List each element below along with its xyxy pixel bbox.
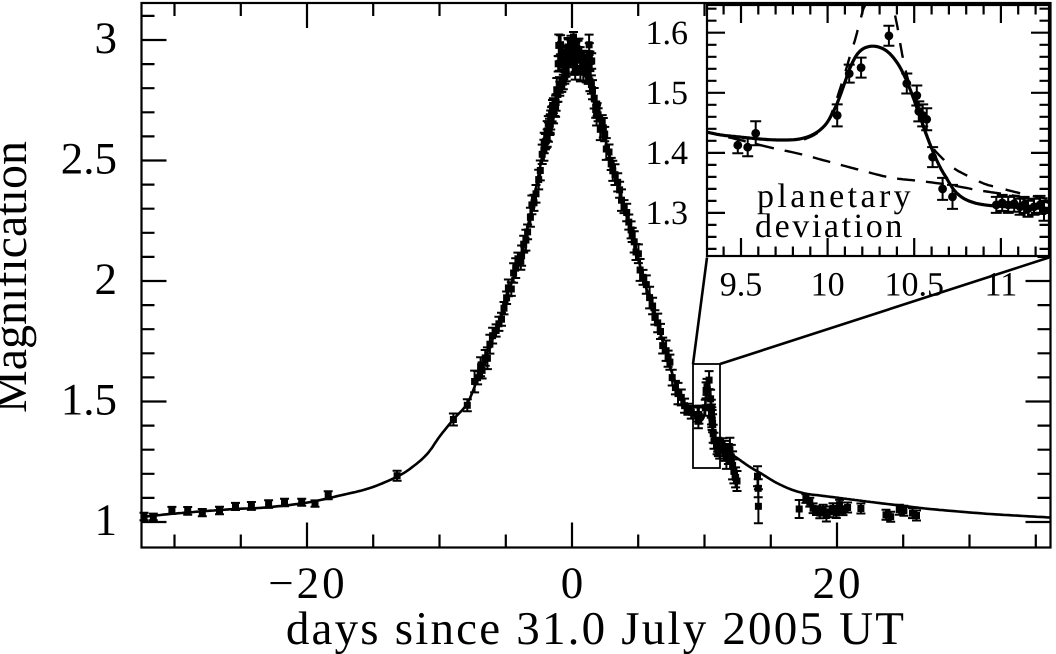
- svg-text:11: 11: [985, 267, 1018, 304]
- svg-text:Magnification: Magnification: [0, 141, 37, 413]
- svg-text:−20: −20: [268, 558, 347, 608]
- svg-text:2: 2: [95, 254, 118, 304]
- svg-text:1.5: 1.5: [646, 75, 689, 112]
- svg-text:9.5: 9.5: [720, 267, 763, 304]
- svg-text:1.4: 1.4: [646, 135, 689, 172]
- svg-text:10: 10: [811, 267, 845, 304]
- svg-text:20: 20: [813, 558, 864, 608]
- svg-text:planetary: planetary: [757, 178, 914, 215]
- svg-text:days since 31.0 July 2005 UT: days since 31.0 July 2005 UT: [286, 603, 906, 654]
- svg-text:0: 0: [561, 558, 584, 608]
- svg-text:1: 1: [95, 495, 118, 545]
- svg-text:1.5: 1.5: [61, 375, 117, 425]
- svg-text:1.3: 1.3: [646, 195, 689, 232]
- svg-text:deviation: deviation: [755, 208, 905, 245]
- svg-text:1.6: 1.6: [646, 15, 689, 52]
- svg-text:3: 3: [95, 13, 118, 63]
- svg-text:10.5: 10.5: [885, 267, 945, 304]
- svg-text:2.5: 2.5: [61, 134, 117, 184]
